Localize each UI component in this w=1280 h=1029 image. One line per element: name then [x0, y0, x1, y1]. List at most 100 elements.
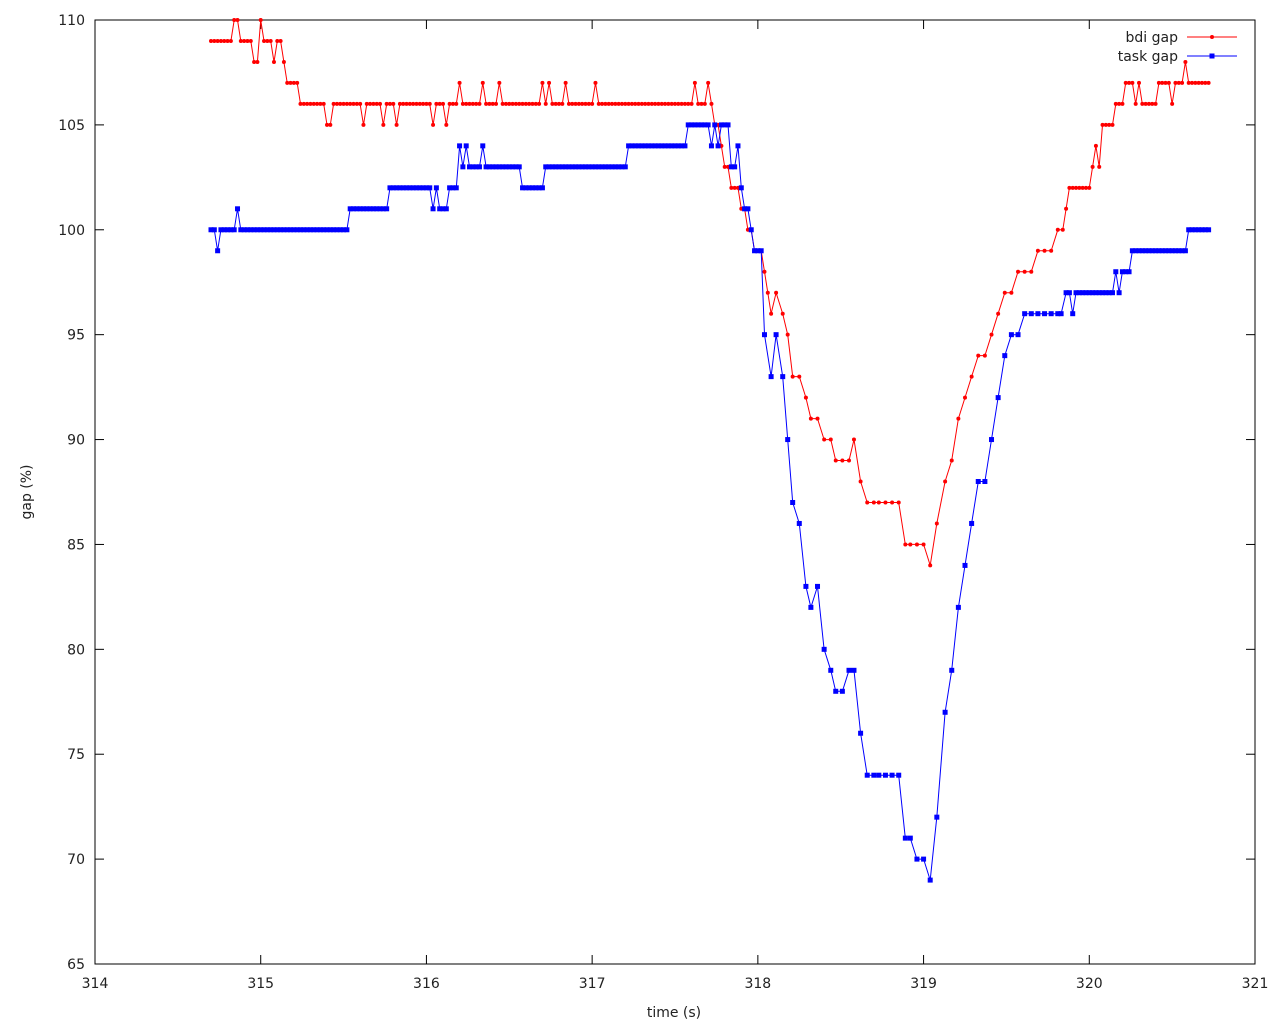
- data-point-task-gap: [815, 583, 821, 589]
- data-point-task-gap: [324, 227, 330, 233]
- data-point-task-gap: [722, 122, 728, 128]
- data-point-bdi-gap: [833, 458, 838, 463]
- data-point-task-gap: [1126, 269, 1132, 275]
- data-point-bdi-gap: [291, 80, 296, 85]
- data-point-task-gap: [871, 772, 877, 778]
- data-point-bdi-gap: [351, 101, 356, 106]
- data-point-task-gap: [563, 164, 569, 170]
- data-point-bdi-gap: [255, 59, 260, 64]
- data-point-task-gap: [307, 227, 313, 233]
- data-point-bdi-gap: [344, 101, 349, 106]
- data-point-bdi-gap: [1127, 80, 1132, 85]
- y-tick-label: 100: [58, 223, 85, 239]
- data-point-task-gap: [902, 835, 908, 841]
- data-point-bdi-gap: [1002, 290, 1007, 295]
- data-point-bdi-gap: [1123, 80, 1128, 85]
- data-point-task-gap: [347, 206, 353, 212]
- data-point-bdi-gap: [503, 101, 508, 106]
- data-point-bdi-gap: [553, 101, 558, 106]
- data-point-bdi-gap: [212, 38, 217, 43]
- data-point-bdi-gap: [537, 101, 542, 106]
- data-point-bdi-gap: [407, 101, 412, 106]
- legend-label-task-gap: task gap: [1118, 49, 1178, 65]
- data-point-task-gap: [228, 227, 234, 233]
- data-point-task-gap: [1182, 248, 1188, 254]
- data-point-bdi-gap: [444, 122, 449, 127]
- data-point-bdi-gap: [1035, 248, 1040, 253]
- data-point-bdi-gap: [474, 101, 479, 106]
- data-point-bdi-gap: [1074, 185, 1079, 190]
- data-point-bdi-gap: [646, 101, 651, 106]
- data-point-bdi-gap: [338, 101, 343, 106]
- data-point-bdi-gap: [709, 101, 714, 106]
- data-point-task-gap: [758, 248, 764, 254]
- data-point-bdi-gap: [883, 500, 888, 505]
- x-tick-label: 314: [82, 976, 109, 992]
- data-point-task-gap: [907, 835, 913, 841]
- data-point-task-gap: [738, 185, 744, 191]
- data-point-bdi-gap: [494, 101, 499, 106]
- data-point-task-gap: [331, 227, 337, 233]
- data-point-bdi-gap: [1146, 101, 1151, 106]
- data-point-bdi-gap: [321, 101, 326, 106]
- data-point-task-gap: [728, 164, 734, 170]
- data-point-task-gap: [430, 206, 436, 212]
- data-point-task-gap: [732, 164, 738, 170]
- data-point-task-gap: [1169, 248, 1175, 254]
- data-point-bdi-gap: [325, 122, 329, 127]
- data-point-task-gap: [882, 772, 888, 778]
- data-point-bdi-gap: [1100, 122, 1105, 127]
- data-point-task-gap: [261, 227, 267, 233]
- data-point-task-gap: [496, 164, 502, 170]
- data-point-task-gap: [606, 164, 612, 170]
- data-point-task-gap: [1022, 311, 1028, 317]
- data-point-task-gap: [397, 185, 403, 191]
- data-point-task-gap: [602, 164, 608, 170]
- data-point-task-gap: [1090, 290, 1096, 296]
- data-point-bdi-gap: [497, 80, 502, 85]
- data-point-task-gap: [569, 164, 575, 170]
- data-point-bdi-gap: [232, 18, 237, 22]
- data-point-bdi-gap: [865, 500, 870, 505]
- data-point-bdi-gap: [1055, 227, 1060, 232]
- data-point-task-gap: [655, 143, 661, 149]
- data-point-task-gap: [839, 688, 845, 694]
- data-point-task-gap: [876, 772, 882, 778]
- data-point-task-gap: [1149, 248, 1155, 254]
- data-point-bdi-gap: [464, 101, 469, 106]
- data-point-task-gap: [258, 227, 264, 233]
- data-point-bdi-gap: [391, 101, 396, 106]
- data-point-task-gap: [354, 206, 360, 212]
- data-point-task-gap: [327, 227, 333, 233]
- data-point-bdi-gap: [1077, 185, 1082, 190]
- data-point-bdi-gap: [921, 542, 926, 547]
- data-point-bdi-gap: [1166, 80, 1171, 85]
- data-point-bdi-gap: [1173, 80, 1178, 85]
- data-point-bdi-gap: [447, 101, 452, 106]
- data-point-bdi-gap: [847, 458, 851, 463]
- data-point-bdi-gap: [1120, 101, 1125, 106]
- data-point-bdi-gap: [417, 101, 422, 106]
- data-point-bdi-gap: [470, 101, 475, 106]
- data-point-bdi-gap: [278, 38, 283, 43]
- y-tick-label: 90: [67, 433, 85, 449]
- data-point-task-gap: [208, 227, 214, 233]
- data-point-bdi-gap: [590, 101, 595, 106]
- data-point-bdi-gap: [1117, 101, 1122, 106]
- data-point-task-gap: [748, 227, 754, 233]
- data-point-bdi-gap: [871, 500, 876, 505]
- data-point-bdi-gap: [424, 101, 429, 106]
- data-point-task-gap: [423, 185, 429, 191]
- data-point-task-gap: [725, 122, 731, 128]
- data-point-task-gap: [1058, 311, 1064, 317]
- data-point-task-gap: [248, 227, 254, 233]
- data-point-task-gap: [529, 185, 535, 191]
- data-point-task-gap: [1063, 290, 1069, 296]
- data-point-task-gap: [755, 248, 761, 254]
- data-point-task-gap: [1093, 290, 1099, 296]
- data-point-task-gap: [1100, 290, 1106, 296]
- data-point-bdi-gap: [896, 500, 901, 505]
- data-point-bdi-gap: [890, 500, 895, 505]
- data-point-bdi-gap: [616, 101, 621, 106]
- data-point-task-gap: [846, 667, 852, 673]
